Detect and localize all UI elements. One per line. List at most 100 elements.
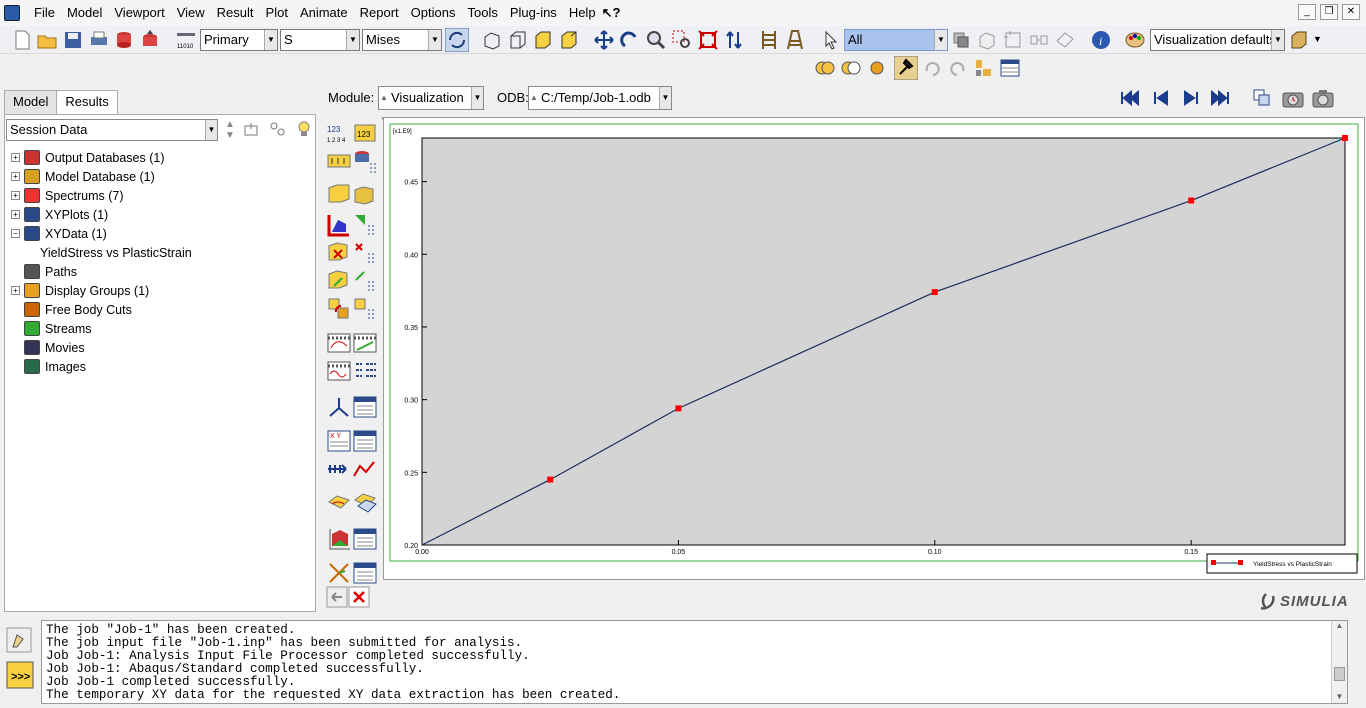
plot-multiple-icon[interactable] <box>326 296 352 322</box>
menu-viewport[interactable]: Viewport <box>114 5 165 20</box>
top-view-icon[interactable] <box>532 29 554 51</box>
tree-item[interactable]: − XYData (1) <box>11 224 107 243</box>
zoom-icon[interactable] <box>645 29 667 51</box>
python-prompt-icon[interactable]: >>> <box>6 661 34 689</box>
xy-plot-manager-icon[interactable] <box>352 428 378 454</box>
invariant-combo[interactable]: Mises ▼ <box>362 29 442 51</box>
camera-icon[interactable] <box>1311 87 1335 109</box>
free-body-cut-tool-icon[interactable] <box>326 560 352 586</box>
undo-icon[interactable] <box>921 57 943 79</box>
variable-combo[interactable]: S ▼ <box>280 29 360 51</box>
overlay-union-icon[interactable] <box>840 57 862 79</box>
xy-data-create-icon[interactable]: 123 <box>352 120 378 146</box>
symbol-options-icon[interactable] <box>352 240 378 266</box>
print-icon[interactable] <box>88 29 110 51</box>
app-icon[interactable] <box>4 5 20 21</box>
viewport-layout-icon[interactable] <box>784 29 806 51</box>
create-xy-data-icon[interactable] <box>352 456 378 482</box>
chevron-down-icon[interactable]: ▼ <box>1271 30 1284 50</box>
display-group-remove-icon[interactable] <box>1054 29 1076 51</box>
shapes-icon[interactable] <box>973 57 995 79</box>
tab-model[interactable]: Model <box>4 90 58 114</box>
expand-icon[interactable]: + <box>11 286 20 295</box>
step-combo[interactable]: Primary ▼ <box>200 29 278 51</box>
camera-movie-icon[interactable] <box>1281 87 1305 109</box>
first-frame-icon[interactable] <box>1119 89 1141 107</box>
cancel-icon[interactable] <box>348 586 370 608</box>
message-area-tab-icon[interactable] <box>6 627 32 653</box>
select-options-icon[interactable] <box>950 29 972 51</box>
menu-file[interactable]: File <box>34 5 55 20</box>
menu-options[interactable]: Options <box>410 5 456 20</box>
stream-icon[interactable] <box>326 490 352 516</box>
plot-contours-icon[interactable] <box>326 212 352 238</box>
table-icon[interactable] <box>999 57 1021 79</box>
overlay-single-icon[interactable] <box>866 57 888 79</box>
odb-combo[interactable]: ▲▼ C:/Temp/Job-1.odb ▼ <box>528 86 672 124</box>
tree-item[interactable]: Paths <box>11 262 77 281</box>
scroll-thumb[interactable] <box>1334 667 1345 681</box>
step-frame-icon[interactable]: 11010 <box>175 29 197 51</box>
chevron-down-icon[interactable]: ▼ <box>346 30 359 50</box>
open-folder-icon[interactable] <box>36 29 58 51</box>
hammer-tool-icon[interactable] <box>894 56 918 80</box>
palette-icon[interactable] <box>1124 29 1146 51</box>
plot-undeformed-icon[interactable] <box>326 182 352 208</box>
chevron-down-icon[interactable]: ▼ <box>428 30 441 50</box>
render-style-icon[interactable] <box>1288 29 1310 51</box>
previous-frame-icon[interactable] <box>1150 89 1172 107</box>
close-window-button[interactable]: ✕ <box>1342 4 1360 20</box>
viewport[interactable]: 0.20 0.25 0.30 0.35 0.40 0.45 0.00 0.05 0.10 0.15… <box>383 117 1365 580</box>
last-frame-icon[interactable] <box>1209 89 1231 107</box>
expand-icon[interactable]: + <box>11 210 20 219</box>
left-view-icon[interactable] <box>558 29 580 51</box>
info-icon[interactable]: i <box>1090 29 1112 51</box>
restore-button[interactable]: ❐ <box>1320 4 1338 20</box>
animation-options-icon[interactable] <box>352 358 378 384</box>
tree-item[interactable]: + Spectrums (7) <box>11 186 124 205</box>
cycle-views-icon[interactable] <box>723 29 745 51</box>
view-manager-icon[interactable] <box>758 29 780 51</box>
tree-item[interactable]: Movies <box>11 338 85 357</box>
box-zoom-icon[interactable] <box>671 29 693 51</box>
odb-open-icon[interactable] <box>113 29 135 51</box>
xy-sequence-icon[interactable] <box>326 148 352 174</box>
multiple-options-icon[interactable] <box>352 296 378 322</box>
chevron-down-icon[interactable]: ▼ <box>1313 34 1322 44</box>
view-cut-manager-icon[interactable] <box>352 394 378 420</box>
plot-material-orientation-icon[interactable] <box>326 268 352 294</box>
menu-model[interactable]: Model <box>66 5 103 20</box>
overlay-intersect-icon[interactable] <box>814 57 836 79</box>
animate-time-history-icon[interactable] <box>352 330 378 356</box>
scroll-up-icon[interactable]: ▲ <box>1335 621 1344 630</box>
menu-help[interactable]: Help <box>568 5 596 20</box>
menu-report[interactable]: Report <box>359 5 399 20</box>
module-combo[interactable]: ▲▼ Visualization ▼ <box>378 86 484 124</box>
orientation-options-icon[interactable] <box>352 268 378 294</box>
tree-item[interactable]: Free Body Cuts <box>11 300 132 319</box>
message-scrollbar[interactable]: ▲ ▼ <box>1331 621 1347 703</box>
pan-icon[interactable] <box>593 29 615 51</box>
next-frame-icon[interactable] <box>1180 89 1202 107</box>
chevron-down-icon[interactable]: ▼ <box>264 30 277 50</box>
plot-symbols-icon[interactable] <box>326 240 352 266</box>
xy-stack-icon[interactable] <box>352 148 378 174</box>
new-file-icon[interactable] <box>11 29 33 51</box>
view-cut-icon[interactable] <box>326 394 352 420</box>
stream-manager-icon[interactable] <box>352 490 378 516</box>
display-group-icon[interactable] <box>326 526 352 552</box>
back-arrow-icon[interactable] <box>326 586 348 608</box>
tab-results[interactable]: Results <box>56 90 118 115</box>
animate-scale-factor-icon[interactable] <box>326 330 352 356</box>
menu-animate[interactable]: Animate <box>299 5 348 20</box>
scroll-down-icon[interactable]: ▼ <box>1335 692 1344 701</box>
chevron-down-icon[interactable]: ▼ <box>934 30 947 50</box>
expand-icon[interactable]: + <box>11 153 20 162</box>
viewport-copy-icon[interactable] <box>1252 88 1272 108</box>
tree-item[interactable]: Images <box>11 357 86 376</box>
display-group-create-icon[interactable] <box>977 29 999 51</box>
tree-item[interactable]: YieldStress vs PlasticStrain <box>40 243 192 262</box>
redo-icon[interactable] <box>947 57 969 79</box>
sync-options-icon[interactable] <box>445 28 469 52</box>
display-group-box-icon[interactable] <box>1002 29 1024 51</box>
